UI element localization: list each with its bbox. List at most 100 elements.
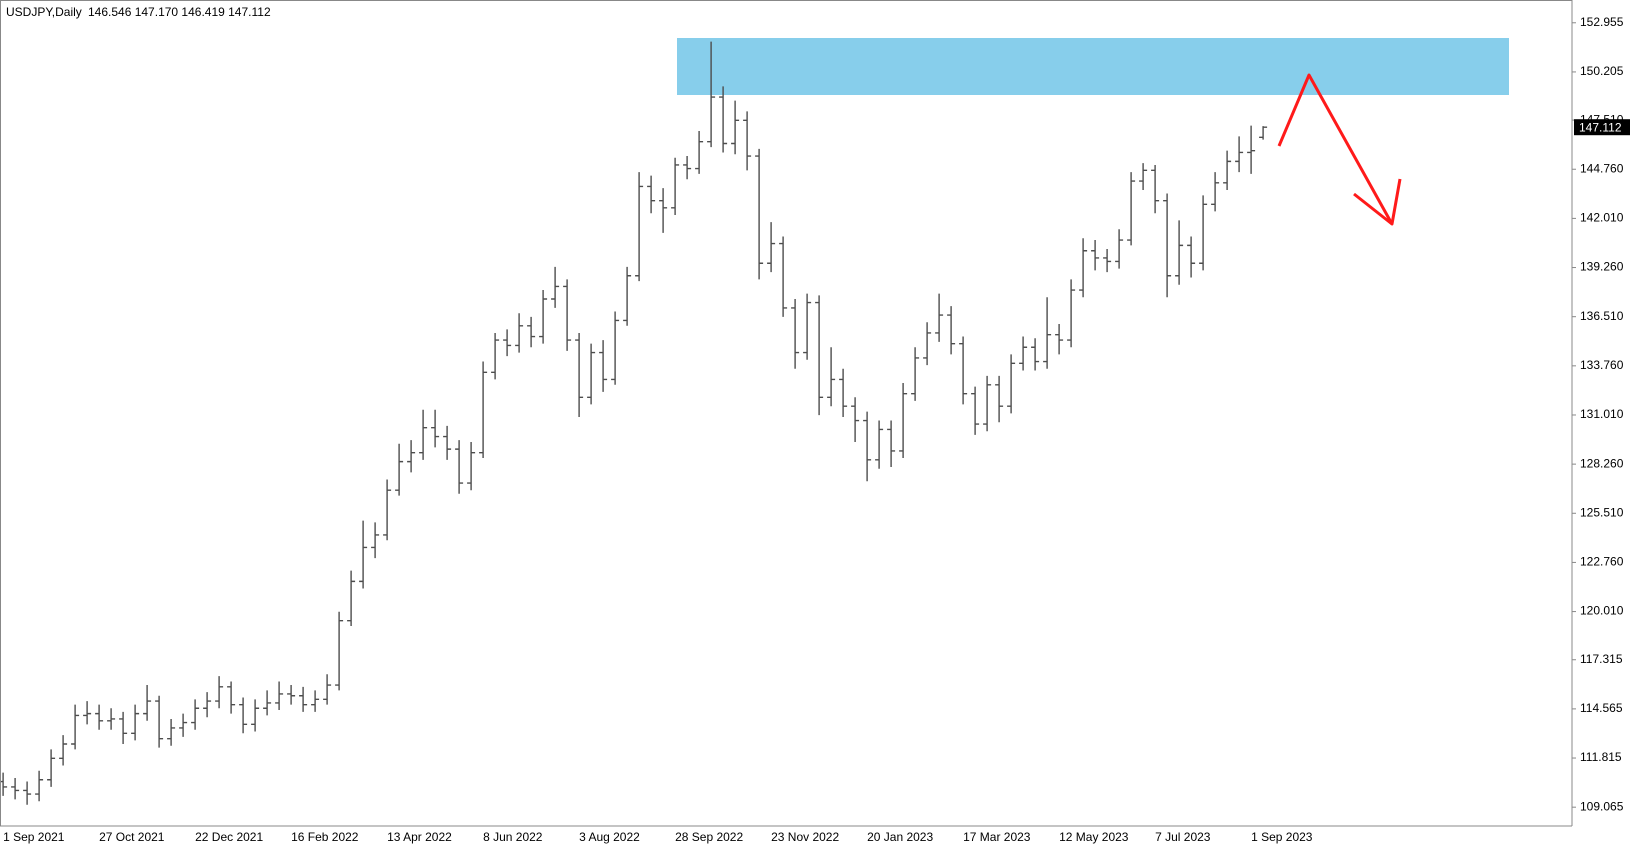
ohlc-bar xyxy=(359,520,368,589)
ohlc-bar xyxy=(803,293,812,360)
x-tick-label: 13 Apr 2022 xyxy=(387,830,452,844)
y-tick-label: 142.010 xyxy=(1580,211,1624,225)
ohlc-bar xyxy=(1139,163,1148,190)
arrow-head xyxy=(1353,178,1402,226)
ohlc-bar xyxy=(1259,126,1268,140)
ohlc-bar xyxy=(1223,150,1232,190)
x-tick-label: 23 Nov 2022 xyxy=(771,830,839,844)
ohlc-bar xyxy=(671,157,680,215)
ohlc-bar xyxy=(611,311,620,385)
ohlc-bar xyxy=(251,699,260,732)
ohlc-bar xyxy=(323,674,332,705)
ohlc-bar xyxy=(911,347,920,401)
y-tick-label: 111.815 xyxy=(1580,750,1622,764)
ohlc-bar xyxy=(683,156,692,180)
ohlc-bar xyxy=(1103,248,1112,273)
ohlc-bar xyxy=(839,368,848,417)
ohlc-bar xyxy=(1067,279,1076,348)
price-box xyxy=(1574,119,1630,136)
ohlc-bar xyxy=(719,86,728,153)
y-tick-label: 128.260 xyxy=(1580,456,1624,470)
ohlc-bar xyxy=(983,375,992,432)
ohlc-bar xyxy=(923,322,932,366)
y-tick-label: 144.760 xyxy=(1580,161,1624,175)
y-tick-label: 136.510 xyxy=(1580,309,1624,323)
x-tick-label: 7 Jul 2023 xyxy=(1155,830,1211,844)
ohlc-bar xyxy=(875,420,884,469)
ohlc-bar xyxy=(1043,297,1052,369)
y-tick-label: 131.010 xyxy=(1580,407,1624,421)
x-tick-label: 8 Jun 2022 xyxy=(483,830,543,844)
ohlc-bar xyxy=(143,685,152,721)
ohlc-bar xyxy=(443,425,452,460)
ohlc-bar xyxy=(239,697,248,734)
bars xyxy=(0,41,1268,805)
ohlc-bar xyxy=(827,347,836,407)
ohlc-bar xyxy=(863,411,872,482)
ohlc-bar xyxy=(83,701,92,725)
ohlc-bar xyxy=(59,735,68,766)
ohlc-bar xyxy=(263,690,272,716)
ohlc-bar xyxy=(767,222,776,273)
ohlc-bar xyxy=(107,708,116,730)
ohlc-bar xyxy=(191,699,200,730)
ohlc-bar xyxy=(11,777,20,800)
ohlc-bar xyxy=(479,361,488,459)
ohlc-bar xyxy=(1007,354,1016,414)
ohlc-bar xyxy=(23,781,32,805)
ohlc-bar xyxy=(95,704,104,730)
ohlc-bar xyxy=(1235,136,1244,173)
ohlc-bar xyxy=(395,443,404,496)
ohlc-bar xyxy=(275,681,284,711)
x-tick-label: 22 Dec 2021 xyxy=(195,830,263,844)
y-tick-label: 133.760 xyxy=(1580,358,1624,372)
ohlc-bar xyxy=(887,420,896,467)
y-tick-label: 117.315 xyxy=(1580,652,1623,666)
y-tick-label: 114.565 xyxy=(1580,701,1623,715)
resistance-zone xyxy=(677,38,1509,95)
ohlc-bar xyxy=(203,692,212,718)
x-tick-label: 28 Sep 2022 xyxy=(675,830,743,844)
ohlc-bar xyxy=(707,41,716,148)
ohlc-bar xyxy=(791,298,800,369)
ohlc-bar xyxy=(743,111,752,171)
ohlc-bar xyxy=(119,711,128,745)
ohlc-bar xyxy=(419,409,428,460)
ohlc-bar xyxy=(563,279,572,351)
ohlc-bar xyxy=(779,236,788,317)
ohlc-bar xyxy=(383,479,392,541)
ohlc-bar xyxy=(1091,240,1100,271)
ohlc-bar xyxy=(1031,338,1040,371)
ohlc-bar xyxy=(1247,125,1256,174)
ohlc-bar xyxy=(179,713,188,737)
symbol-label: USDJPY,Daily xyxy=(6,5,82,19)
ohlc-bar xyxy=(311,690,320,712)
ohlc-bar xyxy=(1079,238,1088,298)
ohlc-bar xyxy=(731,100,740,155)
ohlc-bar xyxy=(47,749,56,787)
y-tick-label: 125.510 xyxy=(1580,505,1624,519)
y-tick-label: 139.260 xyxy=(1580,260,1624,274)
x-tick-label: 1 Sep 2021 xyxy=(3,830,65,844)
x-tick-label: 27 Oct 2021 xyxy=(99,830,165,844)
y-tick-label: 109.065 xyxy=(1580,799,1624,813)
ohlc-bar xyxy=(515,313,524,353)
ohlc-bar xyxy=(899,382,908,459)
ohlc-bar xyxy=(599,340,608,392)
ohlc-bar xyxy=(1055,324,1064,355)
ohlc-bar xyxy=(1019,336,1028,371)
ohlc-bar xyxy=(1211,172,1220,212)
ohlc-bar xyxy=(371,522,380,559)
ohlc-bar xyxy=(947,306,956,355)
x-tick-label: 1 Sep 2023 xyxy=(1251,830,1313,844)
ohlc-bar xyxy=(299,686,308,712)
ohlc-bar xyxy=(131,704,140,741)
ohlc-bar xyxy=(1115,229,1124,269)
y-tick-label: 152.955 xyxy=(1580,15,1624,29)
x-tick-label: 17 Mar 2023 xyxy=(963,830,1031,844)
ohlc-bar xyxy=(71,704,80,750)
ohlc-bar xyxy=(287,685,296,705)
ohlc-bar xyxy=(623,266,632,326)
ohlc-bar xyxy=(851,397,860,442)
